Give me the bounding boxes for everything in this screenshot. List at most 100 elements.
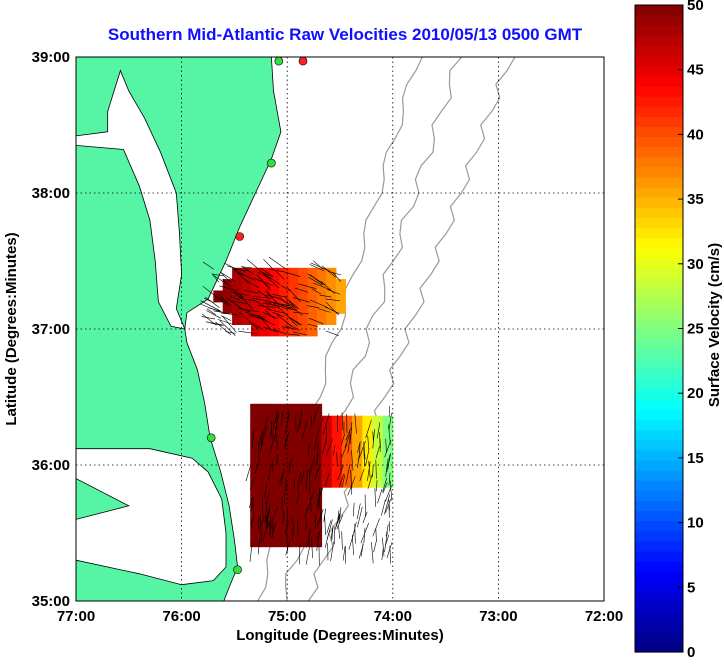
colorbar-segment: [635, 389, 683, 400]
velocity-cell: [250, 487, 261, 500]
velocity-cell: [281, 463, 292, 476]
colorbar-tick-label: 20: [687, 385, 704, 402]
colorbar-segment: [635, 601, 683, 612]
velocity-cell: [311, 535, 322, 548]
velocity-cell: [291, 428, 302, 441]
velocity-cell: [301, 451, 312, 464]
colorbar-segment: [635, 177, 683, 188]
velocity-cell: [298, 302, 308, 314]
colorbar-segment: [635, 167, 683, 178]
colorbar-segment: [635, 278, 683, 289]
velocity-cell: [383, 451, 394, 464]
velocity-cell: [250, 440, 261, 453]
velocity-cell: [342, 416, 353, 429]
y-tick-label: 39:00: [32, 49, 70, 66]
velocity-cell: [298, 313, 308, 325]
colorbar-segment: [635, 632, 683, 643]
y-tick-label: 37:00: [32, 321, 70, 338]
x-tick-label: 75:00: [268, 608, 306, 625]
colorbar-segment: [635, 399, 683, 410]
colorbar-segment: [635, 35, 683, 46]
colorbar-segment: [635, 15, 683, 26]
colorbar-segment: [635, 349, 683, 360]
colorbar-segment: [635, 147, 683, 158]
colorbar-segment: [635, 470, 683, 481]
velocity-cell: [383, 440, 394, 453]
y-tick-label: 38:00: [32, 185, 70, 202]
colorbar-segment: [635, 76, 683, 87]
colorbar-segment: [635, 642, 683, 653]
colorbar-segment: [635, 238, 683, 249]
velocity-cell: [336, 302, 346, 314]
colorbar-segment: [635, 106, 683, 117]
colorbar-segment: [635, 248, 683, 259]
colorbar-segment: [635, 136, 683, 147]
velocity-cell: [308, 302, 318, 314]
x-axis-label: Longitude (Degrees:Minutes): [236, 627, 444, 644]
velocity-cell: [291, 487, 302, 500]
colorbar-segment: [635, 561, 683, 572]
colorbar-tick-label: 45: [687, 62, 704, 79]
velocity-cell: [311, 523, 322, 536]
velocity-cell: [251, 325, 261, 337]
velocity-cell: [326, 313, 336, 325]
velocity-cell: [250, 475, 261, 488]
colorbar-tick-label: 35: [687, 191, 704, 208]
velocity-cell: [352, 428, 363, 441]
velocity-cell: [281, 451, 292, 464]
colorbar-segment: [635, 591, 683, 602]
velocity-cell: [322, 463, 333, 476]
velocity-cell: [242, 291, 252, 303]
x-tick-label: 77:00: [57, 608, 95, 625]
colorbar-segment: [635, 308, 683, 319]
colorbar-segment: [635, 419, 683, 430]
velocity-cell: [291, 523, 302, 536]
colorbar-segment: [635, 227, 683, 238]
velocity-cell: [289, 279, 299, 291]
velocity-cell: [372, 416, 383, 429]
velocity-cell: [250, 428, 261, 441]
station-marker: [236, 233, 244, 241]
velocity-cell: [291, 440, 302, 453]
colorbar-segment: [635, 207, 683, 218]
pamlico-sound: [76, 449, 226, 585]
velocity-cell: [242, 313, 252, 325]
velocity-cell: [250, 499, 261, 512]
velocity-cell: [289, 291, 299, 303]
velocity-cell: [311, 440, 322, 453]
velocity-cell: [308, 313, 318, 325]
velocity-cell: [232, 279, 242, 291]
colorbar-segment: [635, 126, 683, 137]
station-marker: [299, 57, 307, 65]
velocity-cell: [291, 451, 302, 464]
colorbar-segment: [635, 66, 683, 77]
velocity-cell: [352, 416, 363, 429]
colorbar-segment: [635, 612, 683, 623]
x-tick-label: 73:00: [479, 608, 517, 625]
y-tick-label: 36:00: [32, 457, 70, 474]
colorbar-tick-label: 50: [687, 0, 704, 14]
velocity-cell: [291, 404, 302, 417]
colorbar-label: Surface Velocity (cm/s): [706, 243, 723, 407]
colorbar-segment: [635, 268, 683, 279]
velocity-cell: [301, 535, 312, 548]
colorbar-segment: [635, 531, 683, 542]
colorbar-segment: [635, 339, 683, 350]
colorbar-segment: [635, 116, 683, 127]
colorbar-segment: [635, 541, 683, 552]
y-tick-label: 35:00: [32, 593, 70, 610]
colorbar-segment: [635, 217, 683, 228]
velocity-cell: [232, 302, 242, 314]
velocity-cell: [270, 313, 280, 325]
colorbar-segment: [635, 258, 683, 269]
velocity-cell: [308, 291, 318, 303]
colorbar-segment: [635, 197, 683, 208]
colorbar-segment: [635, 490, 683, 501]
colorbar-tick-label: 30: [687, 256, 704, 273]
velocity-cell: [383, 416, 394, 429]
velocity-cell: [352, 451, 363, 464]
velocity-cell: [281, 499, 292, 512]
